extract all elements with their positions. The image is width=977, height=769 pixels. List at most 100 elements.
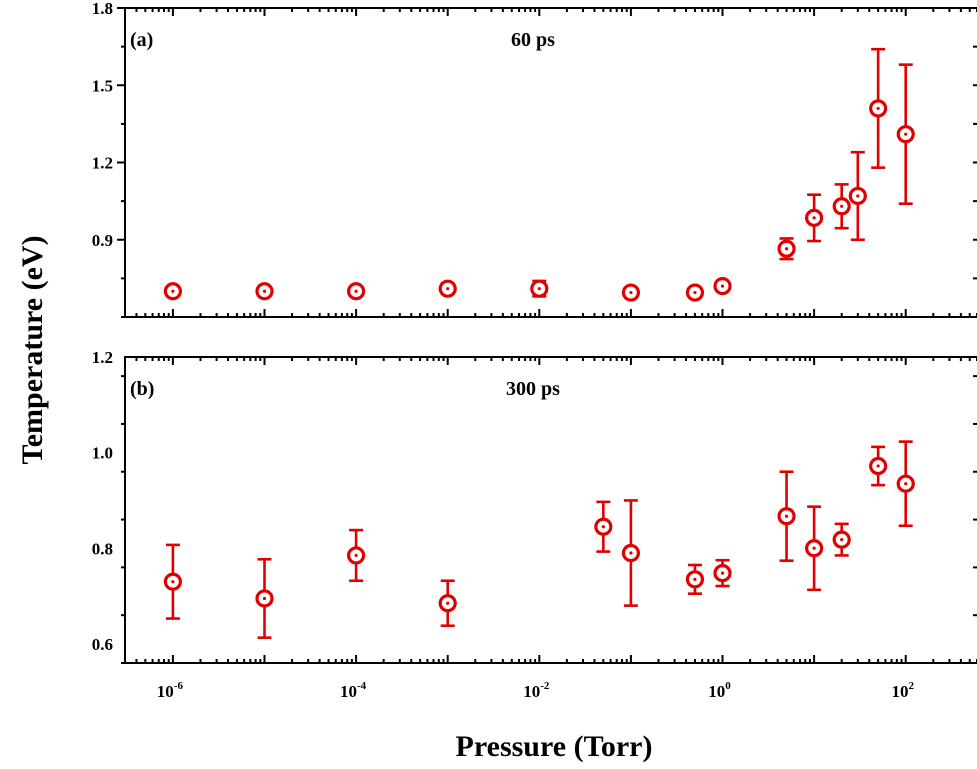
marker-circle [163,282,182,301]
data-point [685,563,705,595]
data-point [805,193,824,243]
data-point [621,283,641,302]
marker-center-dot [904,132,908,136]
marker-center-dot [601,525,605,529]
marker-circle [347,546,366,565]
marker-circle [869,456,888,476]
marker-center-dot [876,106,880,111]
data-point [438,579,457,628]
marker-circle [832,197,851,216]
x-tick-label: 100 [708,680,731,701]
data-point [805,505,824,592]
marker-circle [255,282,274,301]
data-point [255,282,274,301]
data-point [832,183,851,230]
marker-circle [255,589,274,608]
y-tick-label: 1.2 [92,154,113,173]
marker-center-dot [171,289,175,293]
marker-center-dot [446,287,450,291]
data-point [713,558,732,588]
y-tick-label: 1.2 [92,348,113,367]
marker-circle [713,564,732,583]
data-point [777,470,796,562]
x-tick-label: 10-2 [523,680,550,701]
y-tick-label: 1.8 [92,0,113,18]
data-point [832,522,851,557]
marker-center-dot [856,194,860,198]
data-point [621,499,641,607]
panel-tag: (a) [130,29,153,51]
y-tick-label: 0.8 [92,539,113,558]
marker-circle [713,277,732,296]
panel-tag: (b) [130,378,154,400]
x-axis-title: Pressure (Torr) [456,730,653,763]
y-tick-label: 0.6 [92,635,113,654]
x-tick-label: 10-4 [340,680,367,701]
data-point [869,445,888,487]
panel-title: 300 ps [506,378,560,400]
marker-center-dot [171,580,175,584]
marker-center-dot [262,596,267,601]
marker-circle [896,474,915,493]
marker-center-dot [446,601,450,605]
marker-circle [832,530,851,549]
y-tick-label: 1.0 [92,444,113,463]
y-axis-title: Temperature (eV) [16,235,49,464]
data-point [869,47,888,169]
marker-circle [848,186,867,206]
y-tick-label: 1.5 [92,76,113,95]
marker-circle [438,279,457,298]
marker-center-dot [354,289,358,293]
marker-center-dot [629,551,633,555]
marker-center-dot [876,464,880,468]
marker-circle [621,283,641,302]
marker-circle [594,517,613,536]
data-point [163,282,182,301]
data-point [713,277,732,296]
marker-center-dot [693,290,697,295]
marker-center-dot [840,538,844,542]
marker-circle [347,282,366,301]
data-point [848,150,867,242]
data-point [347,282,366,301]
marker-circle [163,572,182,591]
data-point [777,237,796,261]
marker-circle [438,594,457,613]
marker-center-dot [812,546,816,550]
marker-circle [685,570,705,589]
marker-circle [777,239,796,258]
marker-center-dot [904,482,908,486]
data-point [255,557,274,639]
y-tick-label: 0.9 [92,231,113,250]
marker-circle [685,283,705,302]
data-point [163,543,182,620]
marker-circle [777,507,796,526]
marker-center-dot [720,571,725,575]
marker-center-dot [720,284,725,288]
marker-center-dot [784,247,789,251]
data-point [530,279,549,298]
plot-frame [124,7,977,318]
panel-title: 60 ps [511,29,555,51]
marker-center-dot [629,290,633,295]
x-tick-label: 10-6 [157,680,184,701]
x-tick-label: 102 [891,680,914,701]
marker-center-dot [812,216,816,220]
marker-center-dot [262,289,267,293]
panel-b: 0.6 0.8 1.0 1.2 10-6 10-4 10-2 100 102 (b) 300 ps [92,348,977,701]
marker-center-dot [840,204,844,208]
marker-circle [621,543,641,563]
panel-a: 0.9 1.2 1.5 1.8 (a) 60 ps [92,0,977,318]
data-point [347,528,366,583]
data-point [685,283,705,302]
marker-circle [896,125,915,144]
marker-circle [530,279,549,298]
marker-center-dot [784,514,789,518]
marker-circle [805,539,824,558]
marker-circle [869,99,888,118]
plot-frame [124,356,977,664]
marker-center-dot [537,287,541,291]
marker-center-dot [354,553,358,558]
marker-circle [805,208,824,227]
